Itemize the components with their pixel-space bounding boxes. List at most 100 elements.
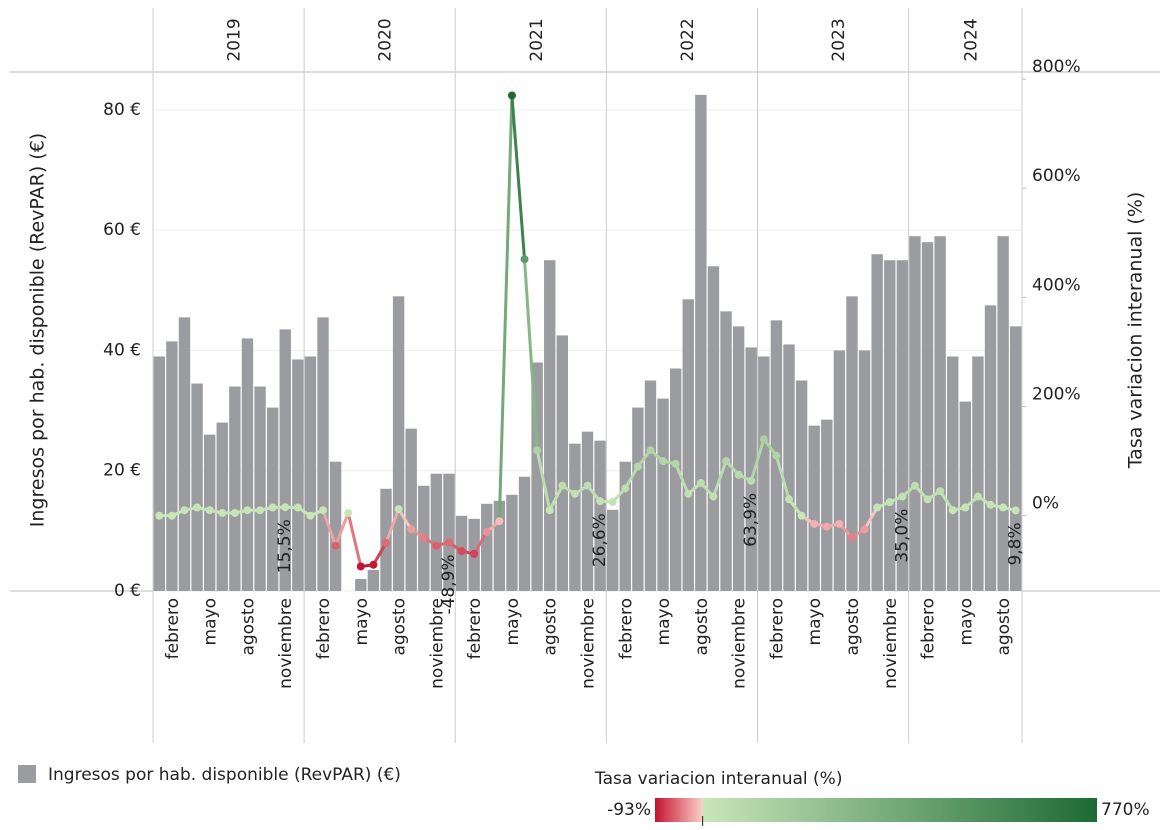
line-point <box>281 503 289 511</box>
line-point <box>772 452 780 460</box>
bar <box>758 356 769 591</box>
line-point <box>155 512 163 520</box>
x-tick-label: agosto <box>238 598 258 656</box>
bar <box>985 305 996 591</box>
bar <box>821 420 832 591</box>
y2-tick-label: 400% <box>1032 275 1081 295</box>
line-point <box>798 512 806 520</box>
line-point <box>810 520 818 528</box>
line-point <box>546 506 554 514</box>
line-point <box>621 484 629 492</box>
line-point <box>344 509 352 517</box>
line-point <box>256 506 264 514</box>
line-point <box>886 498 894 506</box>
legend-swatch <box>18 765 36 783</box>
bar <box>519 477 530 591</box>
bar <box>720 311 731 591</box>
line-point <box>243 506 251 514</box>
bar <box>695 95 706 591</box>
x-tick-label: agosto <box>390 598 410 656</box>
bar <box>683 299 694 591</box>
line-point <box>558 482 566 490</box>
bar <box>154 356 165 591</box>
line-point <box>709 493 717 501</box>
bar <box>317 317 328 591</box>
line-point <box>206 506 214 514</box>
x-tick-label: noviembre <box>881 598 901 689</box>
line-point <box>823 523 831 531</box>
x-tick-label: febrero <box>163 598 183 659</box>
line-point <box>672 460 680 468</box>
data-label: -48,9% <box>439 554 459 614</box>
line-point <box>697 479 705 487</box>
bar <box>544 260 555 591</box>
bar <box>393 296 404 591</box>
bar <box>632 408 643 591</box>
line-point <box>873 504 881 512</box>
line-point <box>395 505 403 513</box>
y2-tick-label: 600% <box>1032 166 1081 186</box>
y2-tick-label: 800% <box>1032 57 1081 77</box>
x-tick-label: agosto <box>541 598 561 656</box>
x-tick-label: agosto <box>843 598 863 656</box>
bar <box>947 356 958 591</box>
line-point <box>521 255 529 263</box>
bar <box>871 254 882 591</box>
bar <box>733 326 744 591</box>
line-point <box>936 487 944 495</box>
year-label: 2024 <box>961 18 981 61</box>
y-tick-label: 60 € <box>103 220 141 240</box>
bar <box>569 444 580 591</box>
line-point <box>861 525 869 533</box>
line-point <box>231 509 239 517</box>
line-point <box>987 501 995 509</box>
bar <box>934 236 945 591</box>
x-tick-label: agosto <box>994 598 1014 656</box>
bar <box>796 381 807 591</box>
line-point <box>659 457 667 465</box>
line-point <box>974 493 982 501</box>
line-point <box>848 534 856 542</box>
year-label: 2020 <box>376 18 396 61</box>
legend-label: Ingresos por hab. disponible (RevPAR) (€… <box>48 765 401 785</box>
x-tick-label: noviembre <box>276 598 296 689</box>
line-point <box>269 504 277 512</box>
line-point <box>420 534 428 542</box>
y-tick-label: 80 € <box>103 100 141 120</box>
line-segment <box>348 513 361 566</box>
x-tick-label: mayo <box>805 598 825 645</box>
line-point <box>609 498 617 506</box>
bar <box>783 344 794 591</box>
line-point <box>382 539 390 547</box>
x-tick-label: febrero <box>465 598 485 659</box>
data-label: 26,6% <box>590 513 610 567</box>
line-point <box>961 504 969 512</box>
bar <box>330 462 341 591</box>
line-point <box>785 495 793 503</box>
line-point <box>1012 506 1020 514</box>
year-label: 2021 <box>527 18 547 61</box>
x-tick-label: febrero <box>314 598 334 659</box>
x-tick-label: mayo <box>654 598 674 645</box>
line-point <box>407 525 415 533</box>
y-tick-label: 0 € <box>114 581 141 601</box>
line-point <box>357 562 365 570</box>
line-point <box>218 509 226 517</box>
bar <box>645 381 656 591</box>
line-point <box>180 506 188 514</box>
y2-axis-title: Tasa variacion interanual (%) <box>1125 192 1147 470</box>
data-label: 63,9% <box>741 493 761 547</box>
line-point <box>445 538 453 546</box>
color-scale-bar <box>655 798 1097 822</box>
x-tick-label: agosto <box>692 598 712 656</box>
line-point <box>735 471 743 479</box>
line-point <box>306 512 314 520</box>
data-label: 35,0% <box>892 509 912 563</box>
bar <box>242 338 253 591</box>
line-segment <box>499 95 512 521</box>
color-scale-min: -93% <box>607 800 651 820</box>
x-tick-label: noviembre <box>579 598 599 689</box>
y-tick-label: 40 € <box>103 340 141 360</box>
